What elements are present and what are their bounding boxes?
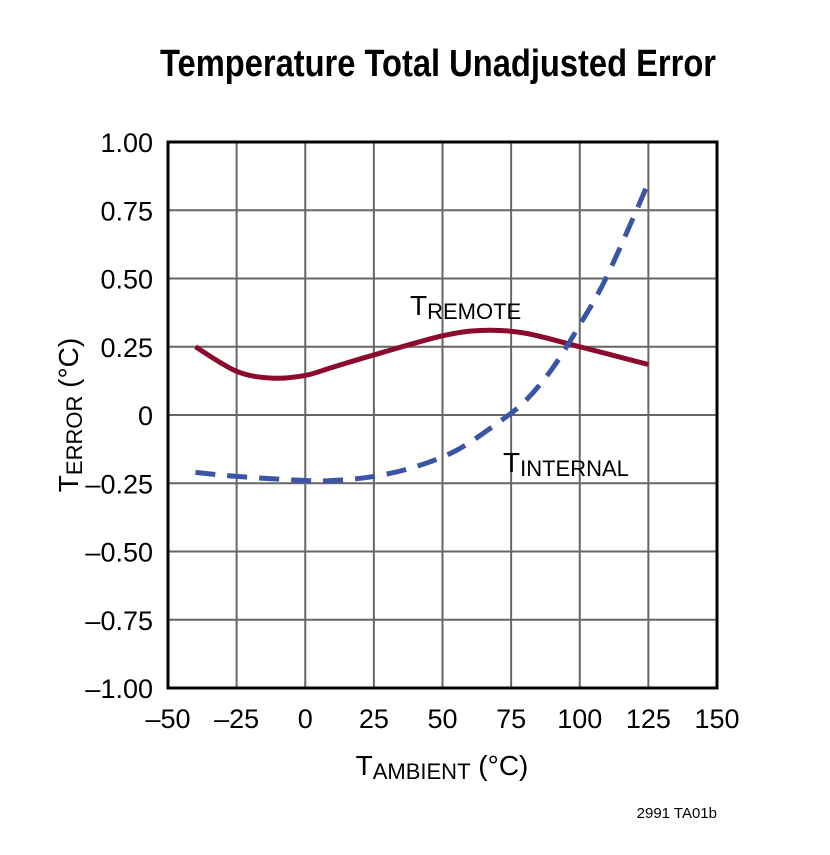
chart-title: Temperature Total Unadjusted Error [160, 42, 716, 85]
figure-id: 2991 TA01b [637, 805, 717, 822]
y-tick-label: 0.50 [100, 265, 153, 295]
x-tick-label: –50 [145, 704, 190, 734]
y-tick-label: –0.50 [85, 538, 153, 568]
x-axis-label: TAMBIENT (°C) [356, 750, 529, 784]
series-line-internal [195, 181, 651, 484]
x-tick-label: 125 [626, 704, 671, 734]
series-label-remote: TREMOTE [410, 290, 521, 324]
y-tick-label: 0.75 [100, 196, 153, 226]
x-tick-label: –25 [214, 704, 259, 734]
x-tick-label: 25 [359, 704, 389, 734]
y-tick-label: –0.75 [85, 606, 153, 636]
x-tick-label: 50 [427, 704, 457, 734]
x-tick-label: 150 [694, 704, 739, 734]
series-line-remote [194, 327, 650, 381]
y-tick-label: 1.00 [100, 128, 153, 158]
y-tick-label: 0.25 [100, 333, 153, 363]
plot-frame [166, 140, 719, 690]
y-axis-label: TERROR (°C) [53, 338, 87, 492]
x-tick-label: 0 [298, 704, 313, 734]
y-tick-label: 0 [138, 401, 153, 431]
series-label-internal: TINTERNAL [503, 447, 629, 481]
y-tick-label: –1.00 [85, 674, 153, 704]
x-tick-label: 75 [496, 704, 526, 734]
x-tick-label: 100 [557, 704, 602, 734]
y-tick-label: –0.25 [85, 469, 153, 499]
